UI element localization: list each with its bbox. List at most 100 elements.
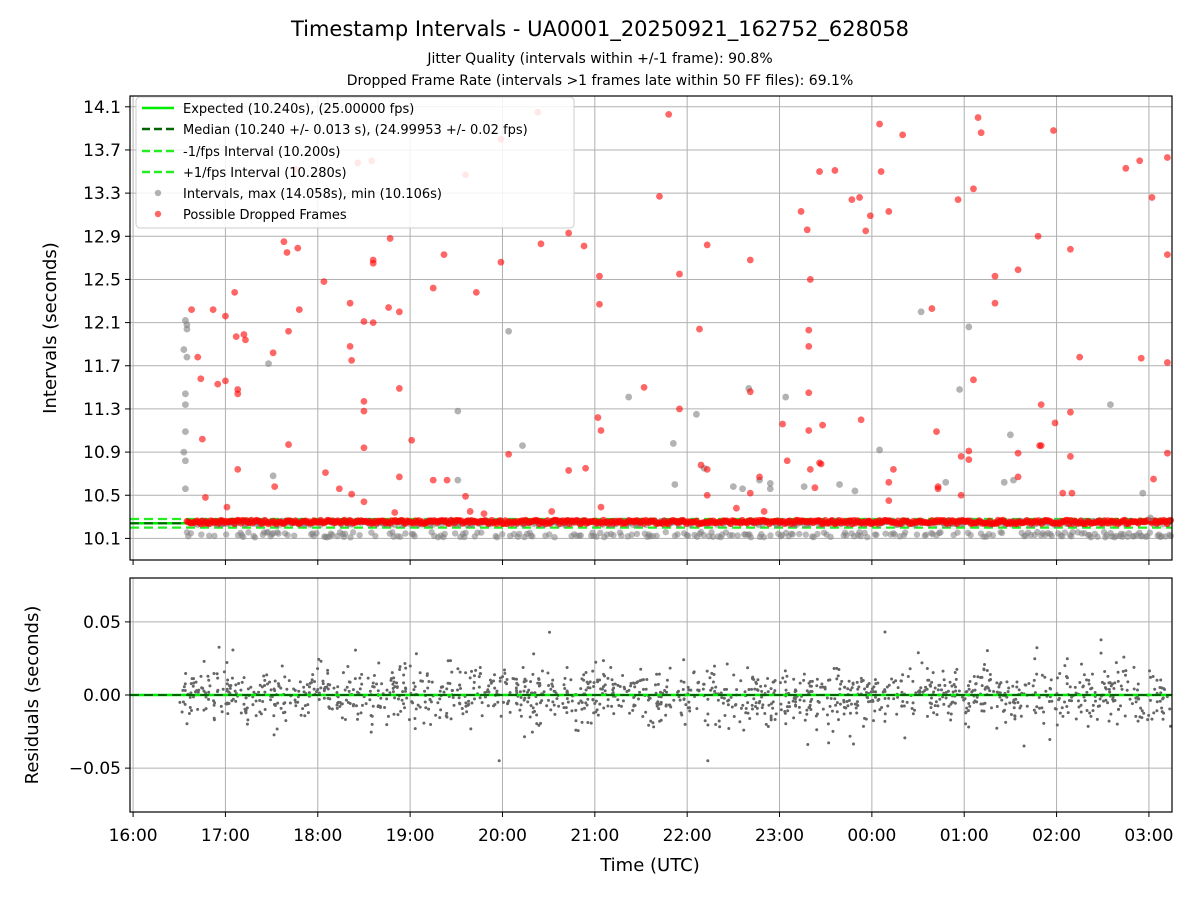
residual-point (196, 707, 200, 711)
residual-point (756, 688, 760, 692)
residual-point (582, 673, 586, 677)
residual-point (455, 688, 459, 692)
dropped-frame-point (1034, 232, 1042, 240)
intervals-y-tick-label: 10.5 (83, 486, 121, 506)
residual-point (393, 685, 397, 689)
residual-point (686, 685, 690, 689)
residual-point (310, 678, 314, 682)
x-tick-label: 23:00 (755, 826, 804, 846)
residual-point (803, 718, 807, 722)
interval-point (182, 401, 189, 409)
residual-point (563, 676, 567, 680)
residual-point (533, 691, 537, 695)
residual-point (305, 683, 309, 687)
residual-point (616, 683, 620, 687)
residual-point (574, 719, 578, 723)
residual-point (809, 708, 813, 712)
residual-point (967, 701, 971, 705)
residual-point (830, 709, 834, 713)
residual-point (407, 718, 411, 722)
dropped-frame-point (462, 492, 469, 500)
dropped-frame-point (1067, 408, 1074, 416)
residual-point (574, 728, 578, 732)
interval-point (989, 532, 997, 539)
residual-point (1055, 676, 1059, 680)
residual-point (537, 677, 541, 681)
residual-point (692, 671, 696, 675)
residual-point (468, 676, 472, 680)
residual-point (902, 704, 906, 708)
residual-point (230, 676, 234, 680)
dropped-frame-point (885, 208, 893, 215)
residual-point (579, 687, 583, 691)
interval-point (827, 533, 834, 541)
residual-point (1116, 670, 1120, 674)
residuals-y-ticks: −0.05 0.00 0.05 (69, 613, 130, 779)
dropped-frame-point (746, 388, 754, 396)
residual-point (330, 707, 334, 711)
residual-point (676, 689, 680, 693)
interval-point (597, 529, 604, 537)
residual-point (730, 705, 734, 709)
residual-point (1136, 682, 1140, 686)
interval-point (519, 442, 526, 450)
residual-point (1065, 657, 1069, 661)
interval-point (222, 531, 230, 538)
residual-point (184, 671, 188, 675)
residual-point (386, 714, 390, 718)
residual-point (368, 698, 372, 702)
residual-point (877, 697, 881, 701)
residual-point (821, 685, 825, 689)
interval-point (610, 531, 617, 539)
residual-point (784, 688, 788, 692)
residual-point (427, 707, 431, 711)
residual-point (657, 672, 661, 676)
interval-point (873, 531, 880, 538)
residual-point (530, 730, 534, 734)
residual-point (268, 680, 272, 684)
residual-point (992, 689, 996, 693)
residual-point (338, 700, 342, 704)
residual-point (586, 697, 590, 701)
interval-point (891, 531, 898, 538)
residual-point (436, 701, 440, 705)
dropped-frame-point (322, 469, 329, 476)
residual-point (718, 725, 722, 729)
residual-point (1034, 711, 1038, 715)
residual-point (989, 677, 993, 681)
residual-point (189, 708, 193, 712)
residual-point (521, 665, 525, 669)
residual-point (1085, 709, 1089, 713)
residual-point (840, 679, 844, 683)
interval-point (313, 529, 320, 537)
residual-point (1004, 720, 1008, 724)
residual-point (652, 725, 656, 729)
residual-point (222, 670, 226, 674)
residual-point (391, 690, 395, 694)
residual-point (863, 687, 867, 691)
dropped-frame-point (856, 194, 863, 201)
residual-point (995, 690, 999, 694)
residual-point (949, 718, 953, 722)
residual-point (763, 684, 767, 688)
residual-point (805, 712, 809, 716)
dropped-frame-point (360, 498, 368, 506)
residual-point (706, 723, 710, 727)
residual-point (760, 706, 764, 710)
residual-point (949, 702, 953, 706)
residual-point (551, 700, 555, 704)
dropped-frame-point (348, 490, 356, 498)
residual-point (967, 709, 971, 713)
dropped-frame-point (746, 489, 754, 497)
residual-point (326, 671, 330, 675)
residual-point (1031, 684, 1035, 688)
residual-point (964, 711, 968, 715)
residual-point (1158, 699, 1162, 703)
residual-point (802, 699, 806, 703)
residual-point (226, 678, 230, 682)
dropped-frame-point (594, 414, 602, 421)
residual-point (335, 691, 339, 695)
residual-point (894, 679, 898, 683)
interval-point (796, 530, 803, 538)
residual-point (883, 712, 887, 716)
